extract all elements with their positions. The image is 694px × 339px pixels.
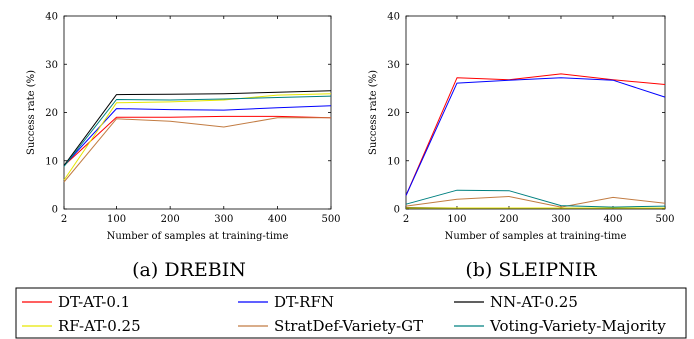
legend-box (15, 287, 687, 339)
y-tick-label: 0 (52, 205, 58, 216)
x-tick-label: 100 (447, 214, 466, 225)
series-line-dt-rfn (63, 105, 332, 166)
caption-sleipnir: (b) SLEIPNIR (465, 259, 597, 281)
series-line-stratdef-variety-gt (63, 117, 331, 183)
x-tick-label: 300 (214, 214, 233, 225)
x-tick-label: 400 (268, 214, 287, 225)
series-line-voting-variety-majority (405, 189, 666, 208)
plot-frame (405, 15, 666, 210)
y-tick-label: 0 (394, 205, 400, 216)
y-tick-label: 10 (45, 156, 58, 167)
chart-sleipnir: 2 100 200 300 400 500 0 10 20 30 40 Number of sampl… (368, 12, 675, 243)
y-axis-label: Success rate (%) (368, 70, 379, 155)
x-tick-label: 300 (551, 214, 570, 225)
y-tick-label: 40 (387, 12, 400, 23)
x-tick-label: 500 (321, 214, 340, 225)
legend-label-voting-variety-majority: Voting-Variety-Majority (489, 317, 666, 335)
chart-drebin: 2 100 200 300 400 500 0 10 20 30 40 Number of sampl… (26, 12, 341, 243)
y-tick-label: 30 (45, 60, 58, 71)
y-tick-label: 40 (45, 12, 58, 23)
x-tick-label: 400 (603, 214, 622, 225)
y-tick-label: 30 (387, 60, 400, 71)
x-axis-label: Number of samples at training-time (445, 231, 627, 242)
legend-label-dt-rfn: DT-RFN (274, 293, 334, 311)
series-line-nn-at-0-25 (63, 90, 332, 166)
legend-label-nn-at-0-25: NN-AT-0.25 (490, 293, 578, 311)
plot-frame (63, 15, 332, 210)
series-line-voting-variety-majority (63, 95, 332, 167)
x-tick-label: 2 (61, 214, 67, 225)
legend-label-dt-at-0-1: DT-AT-0.1 (58, 293, 130, 311)
x-axis-label: Number of samples at training-time (107, 231, 289, 242)
x-tick-label: 200 (499, 214, 518, 225)
caption-drebin: (a) DREBIN (132, 259, 246, 281)
series-line-dt-at-0-1 (63, 115, 332, 166)
y-tick-label: 10 (387, 156, 400, 167)
x-tick-label: 500 (655, 214, 674, 225)
y-axis-label: Success rate (%) (26, 70, 37, 155)
series-line-rf-at-0-25 (63, 93, 332, 181)
x-tick-label: 2 (403, 214, 409, 225)
x-tick-label: 200 (161, 214, 180, 225)
x-tick-label: 100 (107, 214, 126, 225)
legend-label-stratdef-variety-gt: StratDef-Variety-GT (274, 317, 423, 335)
y-tick-label: 20 (387, 108, 400, 119)
legend-label-rf-at-0-25: RF-AT-0.25 (58, 317, 141, 335)
series-line-stratdef-variety-gt (405, 196, 666, 208)
legend: DT-AT-0.1 DT-RFN NN-AT-0.25 RF-AT-0.25 Strat… (15, 287, 687, 339)
series-line-dt-at-0-1 (405, 73, 666, 196)
series-line-dt-rfn (405, 77, 666, 196)
y-tick-label: 20 (45, 108, 58, 119)
